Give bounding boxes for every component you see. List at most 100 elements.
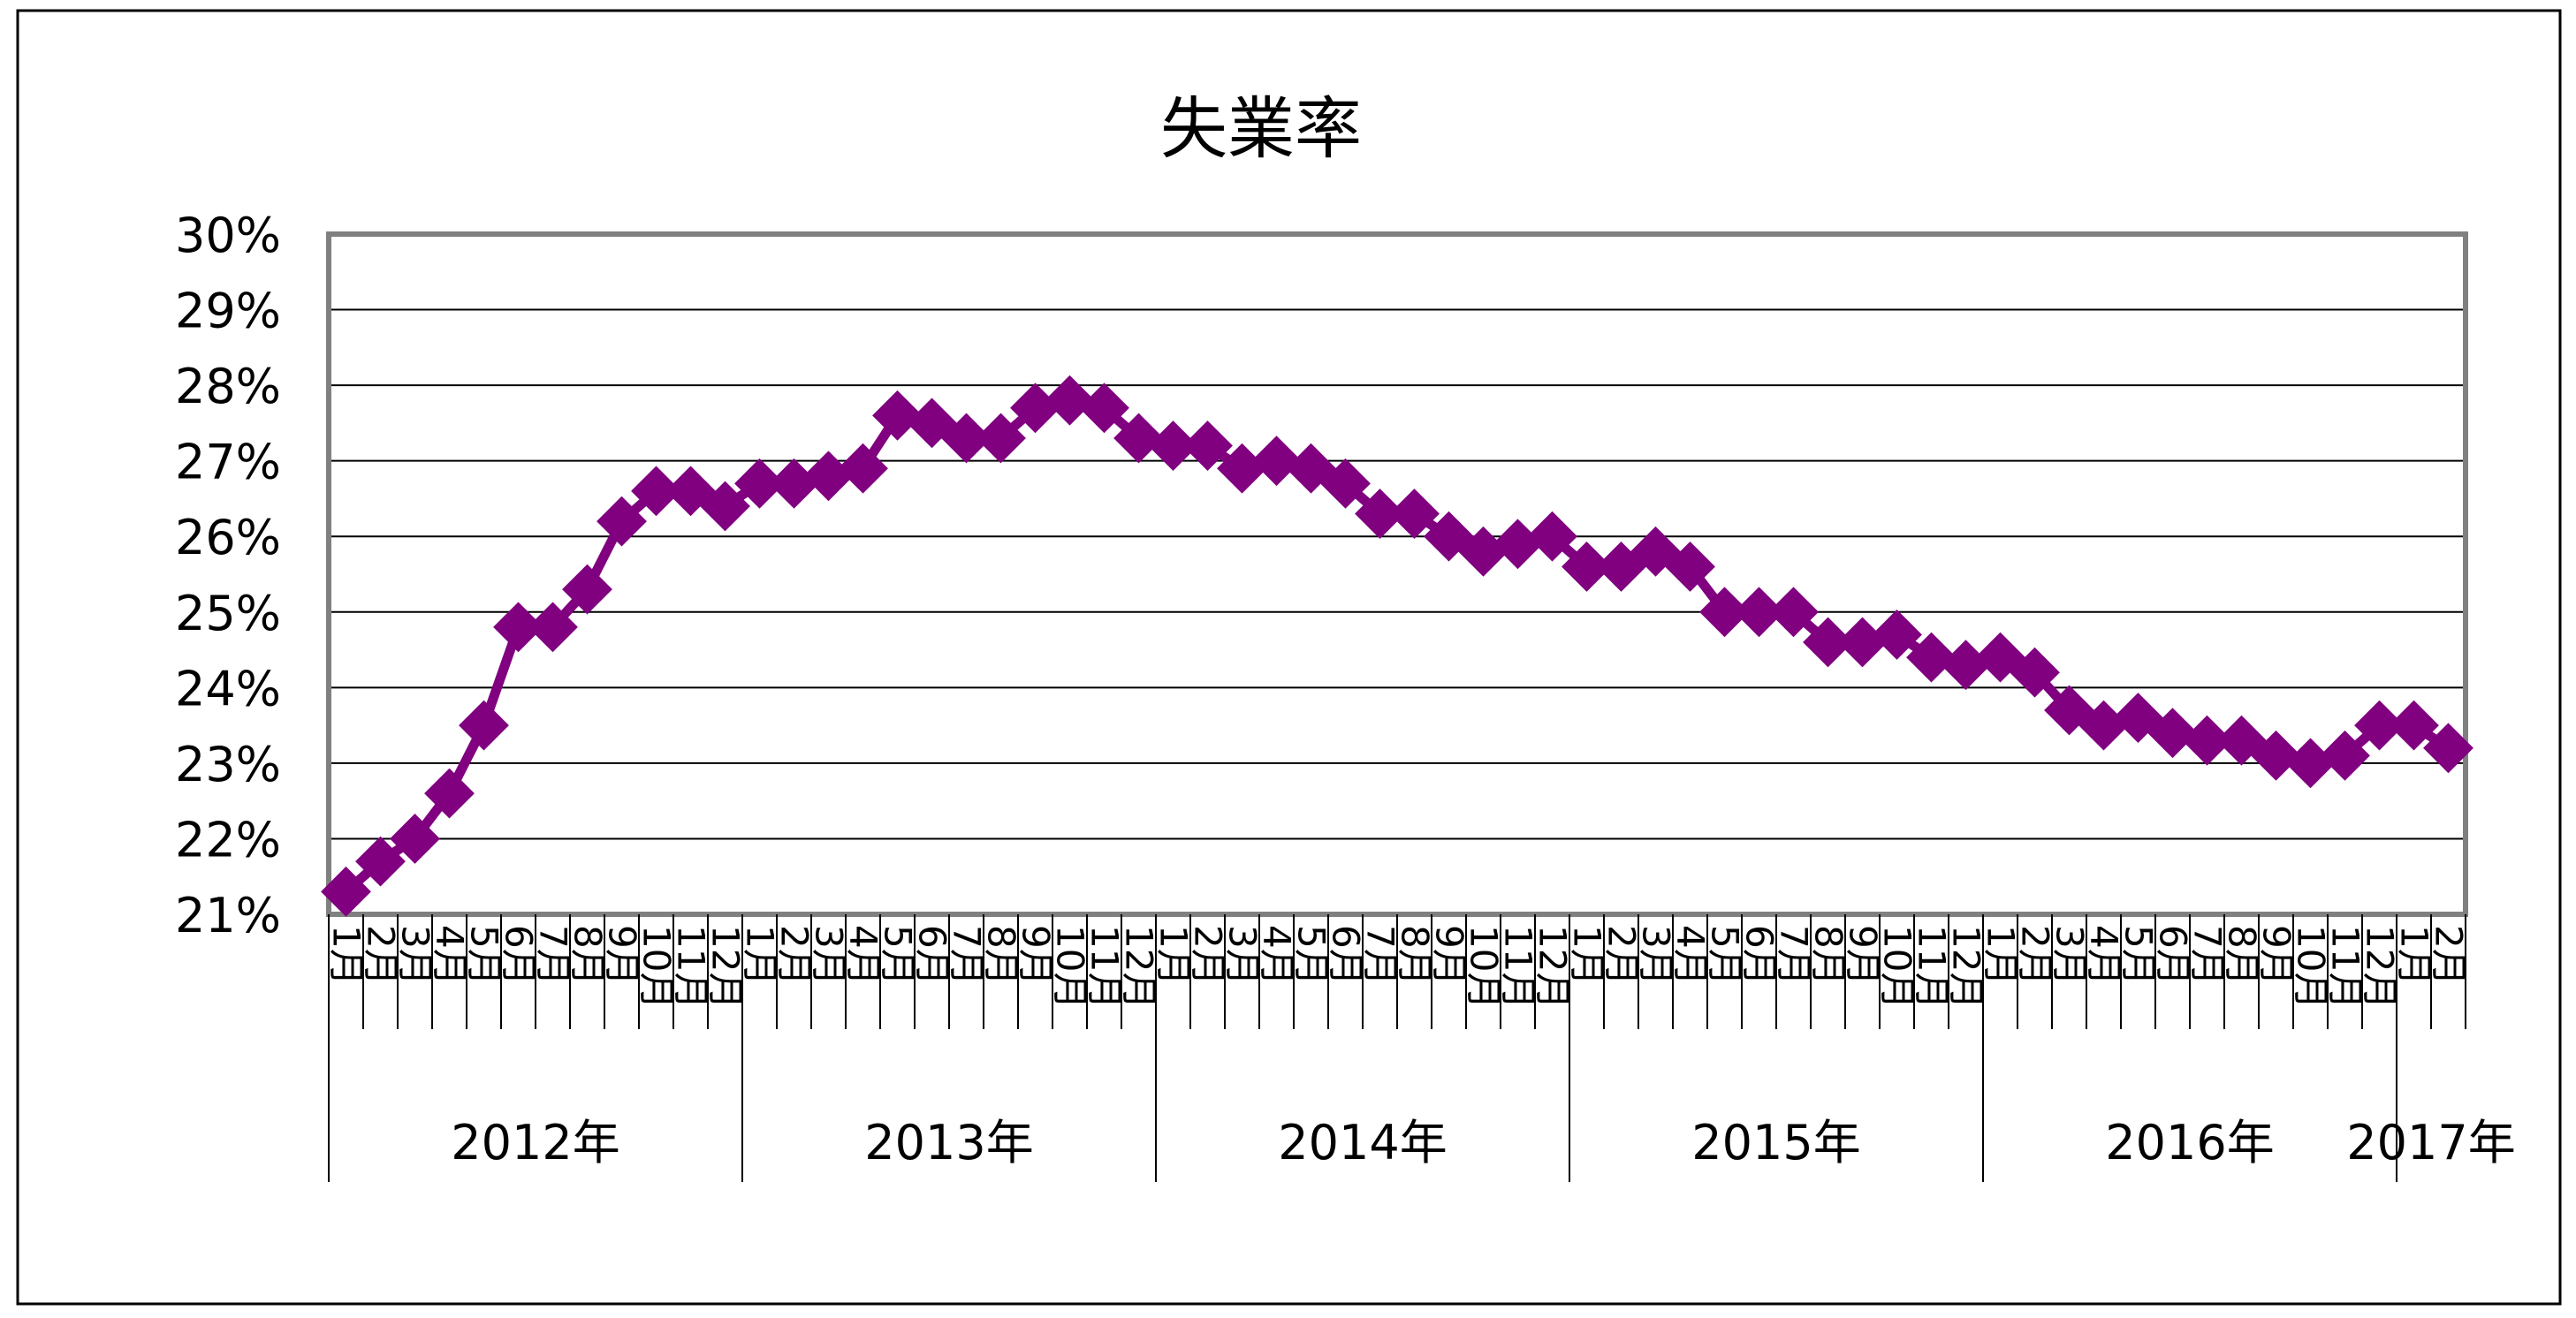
x-tick-label: 12月 (2359, 925, 2402, 1009)
x-tick-label: 6月 (1738, 925, 1782, 986)
data-point (1975, 632, 2025, 683)
x-tick-label: 3月 (808, 925, 851, 986)
data-point (528, 602, 578, 653)
data-point (355, 836, 406, 887)
x-tick-label: 3月 (1221, 925, 1265, 986)
chart-title: 失業率 (1160, 89, 1362, 168)
x-tick-label: 8月 (566, 925, 610, 986)
data-point (1699, 587, 1750, 638)
data-point (631, 466, 681, 517)
data-markers (321, 375, 2473, 917)
data-point (2216, 715, 2267, 766)
x-tick-label: 1月 (1152, 925, 1196, 986)
data-point (1045, 375, 1095, 426)
data-point (597, 496, 647, 547)
x-tick-label: 12月 (1945, 925, 1988, 1009)
x-tick-label: 9月 (1014, 925, 1058, 986)
data-point (2147, 708, 2198, 759)
data-point (1596, 542, 1646, 592)
x-tick-label: 12月 (1531, 925, 1575, 1009)
y-axis-tick-labels: 21% 22% 23% 24% 25% 26% 27% 28% 29% 30% (175, 208, 281, 943)
data-point (976, 413, 1026, 464)
data-point (1320, 458, 1371, 509)
data-point (872, 390, 923, 441)
x-tick-label: 2月 (773, 925, 817, 986)
x-tick-label: 1月 (1566, 925, 1609, 986)
data-point (1872, 610, 1922, 660)
data-point (2354, 700, 2405, 751)
year-label: 2013年 (864, 1115, 1033, 1170)
data-point (390, 814, 440, 864)
y-tick-label: 25% (175, 586, 281, 641)
x-tick-label: 7月 (946, 925, 989, 986)
data-point (700, 481, 750, 532)
x-tick-label: 9月 (601, 925, 644, 986)
x-tick-label: 9月 (1842, 925, 1885, 986)
x-tick-label: 2月 (1187, 925, 1230, 986)
data-point (1562, 542, 1612, 592)
data-point (2113, 693, 2163, 743)
y-tick-label: 22% (175, 812, 281, 867)
x-tick-label: 12月 (704, 925, 748, 1009)
data-point (1768, 587, 1819, 638)
data-point (1389, 489, 1440, 539)
year-label: 2016年 (2105, 1115, 2274, 1170)
x-tick-label: 6月 (2152, 925, 2195, 986)
data-point (941, 413, 992, 464)
y-tick-label: 29% (175, 284, 281, 339)
data-point (1286, 443, 1336, 494)
y-tick-label: 21% (175, 888, 281, 943)
x-tick-label: 10月 (1463, 925, 1506, 1009)
data-point (2320, 730, 2370, 781)
data-point (1803, 617, 1853, 668)
y-tick-label: 27% (175, 435, 281, 490)
x-tick-label: 10月 (2290, 925, 2333, 1009)
x-tick-label: 3月 (394, 925, 437, 986)
data-point (1079, 383, 1129, 434)
data-point (665, 466, 716, 517)
x-tick-label: 1月 (739, 925, 782, 986)
x-tick-label: 8月 (2221, 925, 2264, 986)
y-tick-label: 24% (175, 661, 281, 716)
x-tick-label: 5月 (463, 925, 506, 986)
data-point (1251, 436, 1302, 487)
x-tick-label: 5月 (2117, 925, 2161, 986)
y-tick-label: 26% (175, 510, 281, 565)
data-point (2010, 647, 2060, 698)
chart-border (16, 9, 2562, 1306)
x-tick-label: 2月 (2014, 925, 2057, 986)
x-tick-label: 8月 (1394, 925, 1437, 986)
data-point (2182, 715, 2232, 766)
x-tick-label: 4月 (1669, 925, 1713, 986)
data-point (2044, 685, 2094, 736)
data-point (2251, 730, 2301, 781)
data-point (1734, 587, 1784, 638)
x-tick-label: 3月 (1635, 925, 1678, 986)
data-point (2423, 723, 2473, 774)
data-point (321, 866, 371, 917)
x-tick-label: 4月 (2083, 925, 2126, 986)
year-label: 2014年 (1278, 1115, 1447, 1170)
x-tick-label: 7月 (532, 925, 575, 986)
data-point (1630, 526, 1681, 577)
x-tick-label: 3月 (2048, 925, 2092, 986)
x-tick-label: 10月 (635, 925, 679, 1009)
x-tick-label: 2月 (2428, 925, 2471, 986)
year-label: 2017年 (2346, 1115, 2515, 1170)
data-point (424, 768, 475, 819)
x-tick-label: 1月 (1979, 925, 2023, 986)
data-point (1182, 420, 1233, 471)
x-tick-label: 5月 (1704, 925, 1747, 986)
data-point (1906, 632, 1957, 683)
x-tick-label: 8月 (1807, 925, 1850, 986)
data-point (1424, 511, 1474, 562)
x-tick-label: 9月 (1428, 925, 1471, 986)
data-point (907, 398, 957, 449)
x-tick-label: 2月 (1600, 925, 1644, 986)
data-point (562, 564, 612, 615)
x-tick-label: 4月 (429, 925, 472, 986)
data-point (459, 700, 509, 751)
x-tick-label: 7月 (1359, 925, 1402, 986)
